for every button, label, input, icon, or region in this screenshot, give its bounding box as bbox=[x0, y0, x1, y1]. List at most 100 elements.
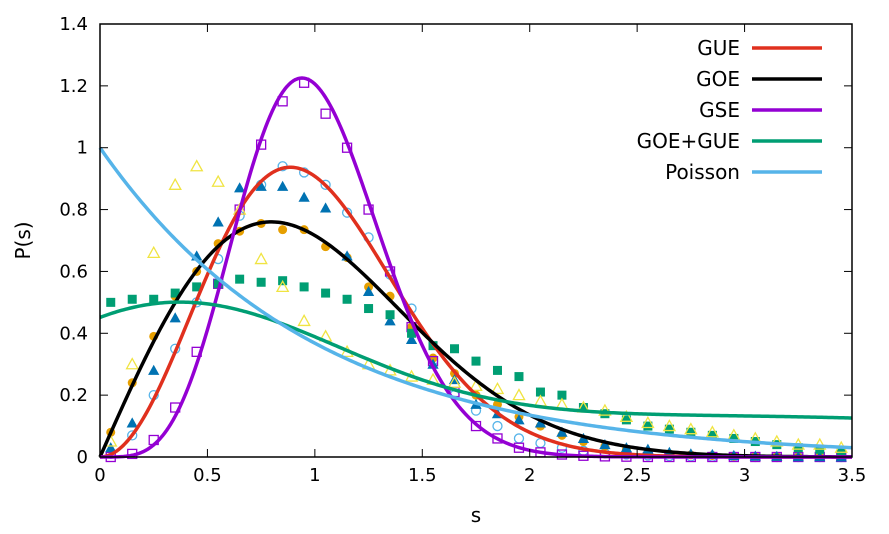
data-point bbox=[275, 279, 290, 293]
data-point bbox=[106, 297, 116, 307]
data-point bbox=[407, 328, 417, 338]
data-point bbox=[492, 365, 502, 375]
data-point bbox=[513, 433, 525, 444]
data-point bbox=[254, 252, 268, 265]
data-point bbox=[598, 403, 612, 416]
tick-layer: 0 0.5 1 1.5 2 2.5 3 3.5 0 0.2 0.4 0.6 0.8 1 1.2 1.4 bbox=[59, 14, 866, 486]
legend-label: Poisson bbox=[665, 160, 740, 184]
data-point bbox=[599, 439, 611, 450]
curve-goe-plus-gue bbox=[99, 300, 853, 420]
data-point bbox=[557, 390, 567, 400]
data-point bbox=[813, 437, 827, 450]
data-point bbox=[320, 179, 331, 190]
curve-goe bbox=[98, 220, 853, 459]
data-point bbox=[169, 312, 181, 323]
y-tick-label: 0.2 bbox=[59, 385, 88, 406]
x-tick-label: 2.5 bbox=[623, 465, 652, 486]
data-point bbox=[686, 427, 696, 437]
data-point bbox=[105, 442, 117, 453]
legend-label: GOE+GUE bbox=[637, 129, 740, 153]
data-point bbox=[664, 424, 674, 434]
data-point bbox=[471, 356, 481, 366]
data-point bbox=[364, 304, 374, 314]
data-point bbox=[492, 433, 503, 444]
data-point bbox=[148, 364, 160, 375]
data-point bbox=[298, 191, 310, 202]
data-point bbox=[492, 420, 503, 432]
data-point bbox=[469, 378, 483, 392]
data-point bbox=[149, 294, 159, 304]
x-tick-label: 2 bbox=[524, 465, 535, 486]
data-point bbox=[533, 394, 548, 407]
data-point bbox=[297, 313, 311, 327]
data-point bbox=[836, 446, 846, 456]
y-tick-label: 0.8 bbox=[59, 200, 88, 221]
y-tick-label: 0.6 bbox=[59, 261, 88, 282]
data-point bbox=[189, 159, 204, 172]
data-point bbox=[513, 414, 525, 425]
data-point bbox=[235, 274, 245, 284]
data-point bbox=[278, 225, 288, 235]
y-tick-label: 0.4 bbox=[59, 323, 88, 344]
data-point bbox=[619, 409, 634, 422]
y-axis-title: P(s) bbox=[11, 221, 35, 259]
data-point bbox=[512, 388, 526, 401]
y-tick-label: 0 bbox=[77, 447, 88, 468]
data-point bbox=[450, 344, 460, 354]
data-point bbox=[641, 416, 655, 429]
data-point bbox=[256, 277, 266, 287]
data-point bbox=[684, 422, 698, 435]
data-point bbox=[299, 282, 309, 292]
data-point bbox=[490, 381, 505, 395]
x-tick-label: 3.5 bbox=[838, 465, 867, 486]
data-point bbox=[556, 426, 568, 437]
data-point bbox=[213, 279, 223, 289]
x-tick-label: 1.5 bbox=[408, 465, 437, 486]
curve-poisson bbox=[98, 146, 853, 450]
data-point bbox=[643, 421, 653, 431]
scatter-series bbox=[105, 180, 847, 462]
data-point bbox=[662, 419, 677, 432]
legend: GUE GOE GSE GOE+GUE Poisson bbox=[637, 36, 822, 184]
data-point bbox=[770, 434, 784, 447]
data-point bbox=[385, 310, 395, 320]
legend-label: GOE bbox=[696, 67, 740, 91]
data-point bbox=[168, 177, 182, 190]
data-point bbox=[277, 180, 289, 191]
data-point bbox=[514, 372, 524, 382]
data-point bbox=[534, 417, 547, 428]
data-point bbox=[729, 433, 739, 443]
data-point bbox=[320, 108, 331, 119]
data-point bbox=[707, 430, 717, 440]
data-point bbox=[170, 288, 180, 298]
legend-label: GSE bbox=[699, 98, 740, 122]
data-point bbox=[384, 315, 396, 326]
data-point bbox=[127, 294, 137, 304]
data-point bbox=[319, 202, 332, 213]
x-tick-label: 1 bbox=[309, 465, 320, 486]
x-axis-title: s bbox=[471, 503, 481, 527]
data-point bbox=[127, 430, 138, 441]
y-tick-label: 1.2 bbox=[59, 76, 88, 97]
data-point bbox=[212, 216, 224, 227]
data-point bbox=[793, 443, 803, 453]
x-tick-label: 0.5 bbox=[193, 465, 222, 486]
data-point bbox=[192, 282, 202, 292]
data-point bbox=[255, 180, 267, 191]
data-point bbox=[405, 333, 418, 344]
data-point bbox=[535, 387, 545, 397]
data-point bbox=[705, 425, 720, 438]
x-tick-label: 3 bbox=[739, 465, 750, 486]
y-tick-label: 1 bbox=[77, 138, 88, 159]
data-point bbox=[321, 288, 331, 298]
data-point bbox=[125, 357, 139, 370]
y-tick-label: 1.4 bbox=[59, 14, 88, 35]
data-point bbox=[342, 294, 352, 304]
data-point bbox=[126, 417, 138, 428]
x-tick-label: 0 bbox=[94, 465, 105, 486]
data-point bbox=[362, 285, 375, 297]
data-point bbox=[146, 245, 161, 259]
data-point bbox=[234, 182, 246, 193]
data-point bbox=[621, 415, 631, 425]
